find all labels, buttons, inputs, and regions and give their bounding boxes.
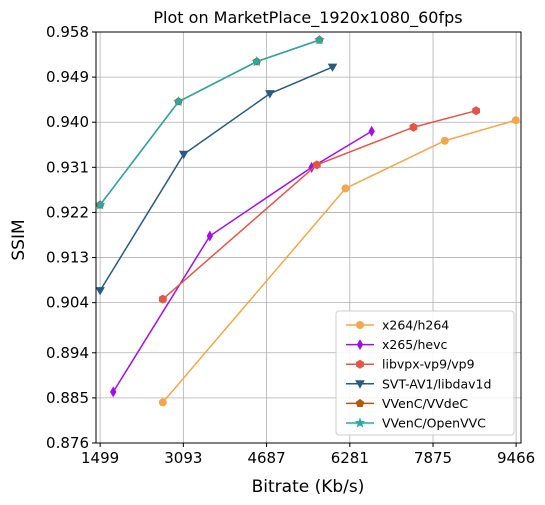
data-point — [251, 56, 263, 67]
data-point — [95, 287, 105, 296]
legend-item: x264/h264 — [346, 318, 449, 333]
y-axis-title: SSIM — [9, 219, 29, 260]
x-tick-label: 7875 — [414, 449, 452, 467]
x-tick-label: 9466 — [497, 449, 535, 467]
y-tick-label: 0.876 — [46, 434, 89, 452]
legend-marker — [355, 398, 365, 408]
x-tick-label: 3093 — [164, 449, 202, 467]
x-tick-label: 1499 — [81, 449, 119, 467]
data-point — [314, 34, 325, 45]
data-point — [158, 398, 167, 407]
series-layer — [94, 34, 520, 407]
data-point — [265, 90, 275, 99]
data-point — [409, 122, 418, 132]
y-tick-label: 0.940 — [46, 113, 89, 131]
legend-item: SVT-AV1/libdav1d — [346, 376, 491, 391]
data-point — [511, 116, 520, 125]
series-line — [99, 39, 320, 206]
legend-label: x264/h264 — [382, 318, 449, 333]
legend-label: x265/hevc — [382, 337, 447, 352]
data-point — [110, 386, 117, 398]
legend-item: VVenC/VVdeC — [346, 396, 468, 411]
series-x264-h264 — [158, 116, 520, 407]
data-point — [94, 199, 106, 210]
legend-item: x265/hevc — [346, 337, 447, 352]
data-point — [158, 294, 167, 304]
plot-frame — [95, 31, 522, 444]
series-line — [112, 130, 373, 393]
legend-item: VVenC/OpenVVC — [346, 416, 486, 431]
y-tick-label: 0.958 — [46, 23, 89, 41]
legend-box — [335, 310, 515, 436]
legend-marker — [356, 339, 364, 351]
legend-marker — [354, 417, 366, 428]
data-point — [327, 63, 338, 72]
data-point — [368, 125, 375, 137]
series-vvenc-openvvc — [94, 34, 325, 210]
chart-title: Plot on MarketPlace_1920x1080_60fps — [153, 8, 462, 28]
data-point — [173, 96, 184, 107]
series-x265-hevc — [110, 125, 375, 398]
y-tick-label: 0.904 — [46, 294, 89, 312]
legend-marker — [355, 380, 365, 389]
legend-label: VVenC/OpenVVC — [382, 416, 486, 431]
data-point — [440, 136, 449, 145]
legend-label: SVT-AV1/libdav1d — [382, 376, 491, 391]
legend-marker — [356, 321, 364, 329]
legend: x264/h264 x265/hevc libvpx-vp9/vp9 SVT-AV1/… — [335, 310, 515, 436]
axes: 1499 3093 4687 6281 7875 9466 0.876 0.885 0.894 0… — [46, 23, 535, 467]
y-tick-label: 0.922 — [46, 203, 89, 221]
data-point — [472, 106, 480, 116]
data-point — [341, 184, 350, 193]
legend-marker — [356, 359, 364, 369]
series-libvpx-vp9-vp9 — [158, 106, 480, 304]
legend-item: libvpx-vp9/vp9 — [346, 357, 475, 372]
series-line — [162, 119, 516, 403]
data-point — [178, 150, 189, 160]
data-point — [206, 230, 214, 242]
y-tick-label: 0.931 — [46, 158, 89, 176]
x-tick-label: 6281 — [331, 449, 369, 467]
y-tick-label: 0.949 — [46, 68, 89, 86]
y-tick-label: 0.885 — [46, 389, 89, 407]
y-tick-label: 0.894 — [46, 344, 89, 362]
series-svt-av1-libdav1d — [95, 63, 338, 296]
y-tick-label: 0.913 — [46, 249, 89, 267]
x-axis-title: Bitrate (Kb/s) — [252, 477, 365, 497]
x-tick-label: 4687 — [247, 449, 285, 467]
series-line — [99, 66, 333, 292]
series-line — [162, 109, 477, 300]
legend-label: libvpx-vp9/vp9 — [382, 357, 475, 372]
data-point — [312, 160, 321, 170]
legend-label: VVenC/VVdeC — [382, 396, 468, 411]
